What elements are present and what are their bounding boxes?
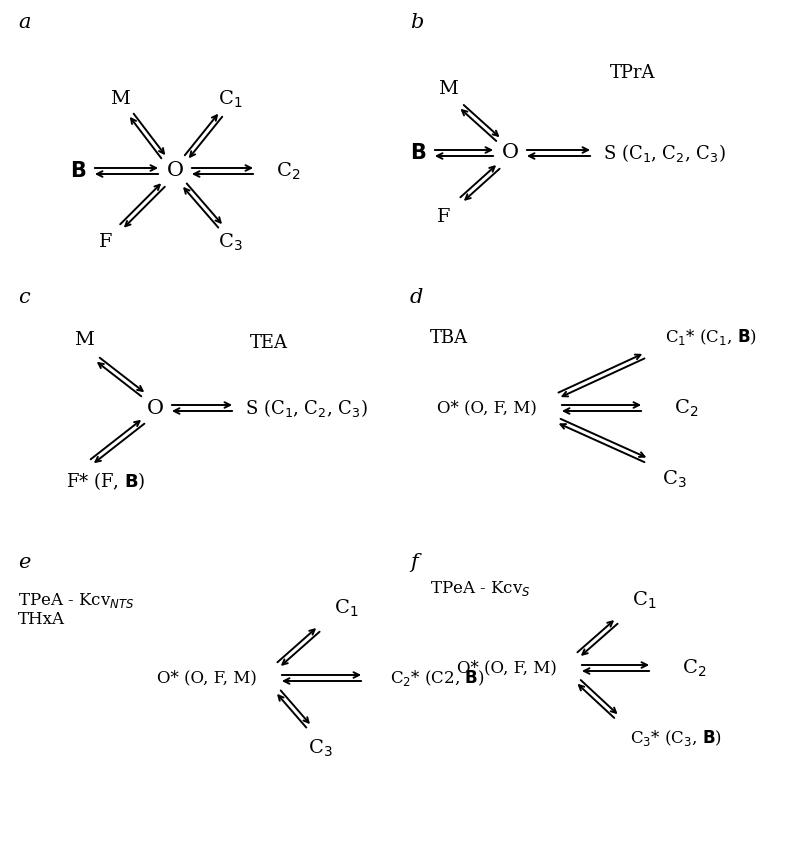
Text: C$_2$* (C2, $\mathbf{B}$): C$_2$* (C2, $\mathbf{B}$) — [390, 668, 485, 688]
Text: F* (F, $\mathbf{B}$): F* (F, $\mathbf{B}$) — [66, 470, 146, 492]
Text: C$_3$: C$_3$ — [662, 469, 686, 490]
Text: C$_3$: C$_3$ — [308, 738, 332, 759]
Text: O* (O, F, M): O* (O, F, M) — [157, 669, 257, 686]
Text: $\mathbf{B}$: $\mathbf{B}$ — [410, 143, 426, 163]
Text: C$_2$: C$_2$ — [674, 397, 698, 419]
Text: TEA: TEA — [250, 334, 288, 352]
Text: S (C$_1$, C$_2$, C$_3$): S (C$_1$, C$_2$, C$_3$) — [603, 142, 726, 164]
Text: S (C$_1$, C$_2$, C$_3$): S (C$_1$, C$_2$, C$_3$) — [245, 397, 368, 419]
Text: C$_3$: C$_3$ — [218, 231, 242, 253]
Text: THxA: THxA — [18, 611, 65, 628]
Text: TPrA: TPrA — [610, 64, 655, 82]
Text: C$_1$* (C$_1$, $\mathbf{B}$): C$_1$* (C$_1$, $\mathbf{B}$) — [665, 327, 757, 347]
Text: C$_1$: C$_1$ — [632, 589, 657, 610]
Text: O: O — [166, 162, 183, 180]
Text: d: d — [410, 288, 423, 307]
Text: O* (O, F, M): O* (O, F, M) — [437, 400, 537, 416]
Text: TPeA - Kcv$_S$: TPeA - Kcv$_S$ — [430, 578, 530, 598]
Text: M: M — [74, 331, 94, 349]
Text: M: M — [110, 90, 130, 108]
Text: a: a — [18, 13, 30, 32]
Text: C$_2$: C$_2$ — [276, 160, 300, 181]
Text: M: M — [438, 80, 458, 98]
Text: C$_1$: C$_1$ — [218, 89, 242, 110]
Text: b: b — [410, 13, 423, 32]
Text: f: f — [410, 553, 418, 572]
Text: F: F — [99, 233, 113, 251]
Text: C$_2$: C$_2$ — [682, 658, 706, 679]
Text: TBA: TBA — [430, 329, 468, 347]
Text: F: F — [438, 208, 450, 226]
Text: TPeA - Kcv$_{NTS}$: TPeA - Kcv$_{NTS}$ — [18, 591, 134, 610]
Text: e: e — [18, 553, 30, 572]
Text: c: c — [18, 288, 30, 307]
Text: O: O — [502, 143, 518, 163]
Text: C$_3$* (C$_3$, $\mathbf{B}$): C$_3$* (C$_3$, $\mathbf{B}$) — [630, 728, 722, 748]
Text: $\mathbf{B}$: $\mathbf{B}$ — [70, 161, 86, 181]
Text: O* (O, F, M): O* (O, F, M) — [457, 659, 557, 676]
Text: O: O — [146, 399, 163, 417]
Text: C$_1$: C$_1$ — [334, 598, 358, 619]
